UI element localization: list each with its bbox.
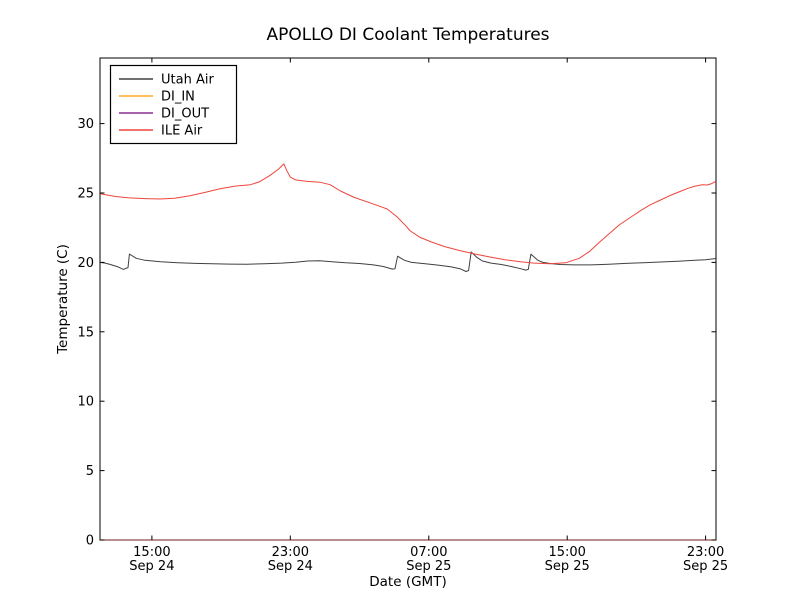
y-axis-label: Temperature (C): [55, 244, 71, 355]
y-tick-label: 15: [77, 325, 94, 340]
legend-label-ile-air: ILE Air: [161, 124, 203, 139]
x-tick-label-time: 15:00: [548, 545, 585, 560]
x-axis-label: Date (GMT): [369, 574, 446, 590]
x-tick-label-date: Sep 25: [683, 559, 728, 574]
series-group: [99, 163, 717, 541]
x-tick-label-date: Sep 25: [545, 559, 590, 574]
chart-title: APOLLO DI Coolant Temperatures: [266, 25, 549, 45]
legend-label-di-out: DI_OUT: [161, 107, 209, 122]
tick-marks-group: [100, 58, 716, 541]
x-tick-label-time: 23:00: [687, 545, 724, 560]
series-utah-air: [99, 251, 717, 272]
legend-label-di-in: DI_IN: [161, 90, 195, 105]
x-tick-label-date: Sep 24: [129, 559, 174, 574]
y-tick-label: 10: [77, 395, 94, 410]
plot-frame-overlay: [99, 57, 717, 541]
legend-label-utah-air: Utah Air: [161, 73, 214, 88]
y-tick-label: 5: [86, 464, 94, 479]
x-tick-label-time: 07:00: [410, 545, 447, 560]
x-tick-label-date: Sep 25: [406, 559, 451, 574]
x-tick-label-time: 23:00: [272, 545, 309, 560]
x-tick-label-time: 15:00: [133, 545, 170, 560]
y-tick-label: 25: [77, 187, 94, 202]
y-tick-label: 0: [86, 534, 94, 549]
legend: Utah Air DI_IN DI_OUT ILE Air: [109, 64, 238, 145]
y-tick-label: 20: [77, 256, 94, 271]
x-tick-label-date: Sep 24: [268, 559, 313, 574]
series-ile-air: [99, 163, 717, 265]
y-tick-label: 30: [77, 117, 94, 132]
